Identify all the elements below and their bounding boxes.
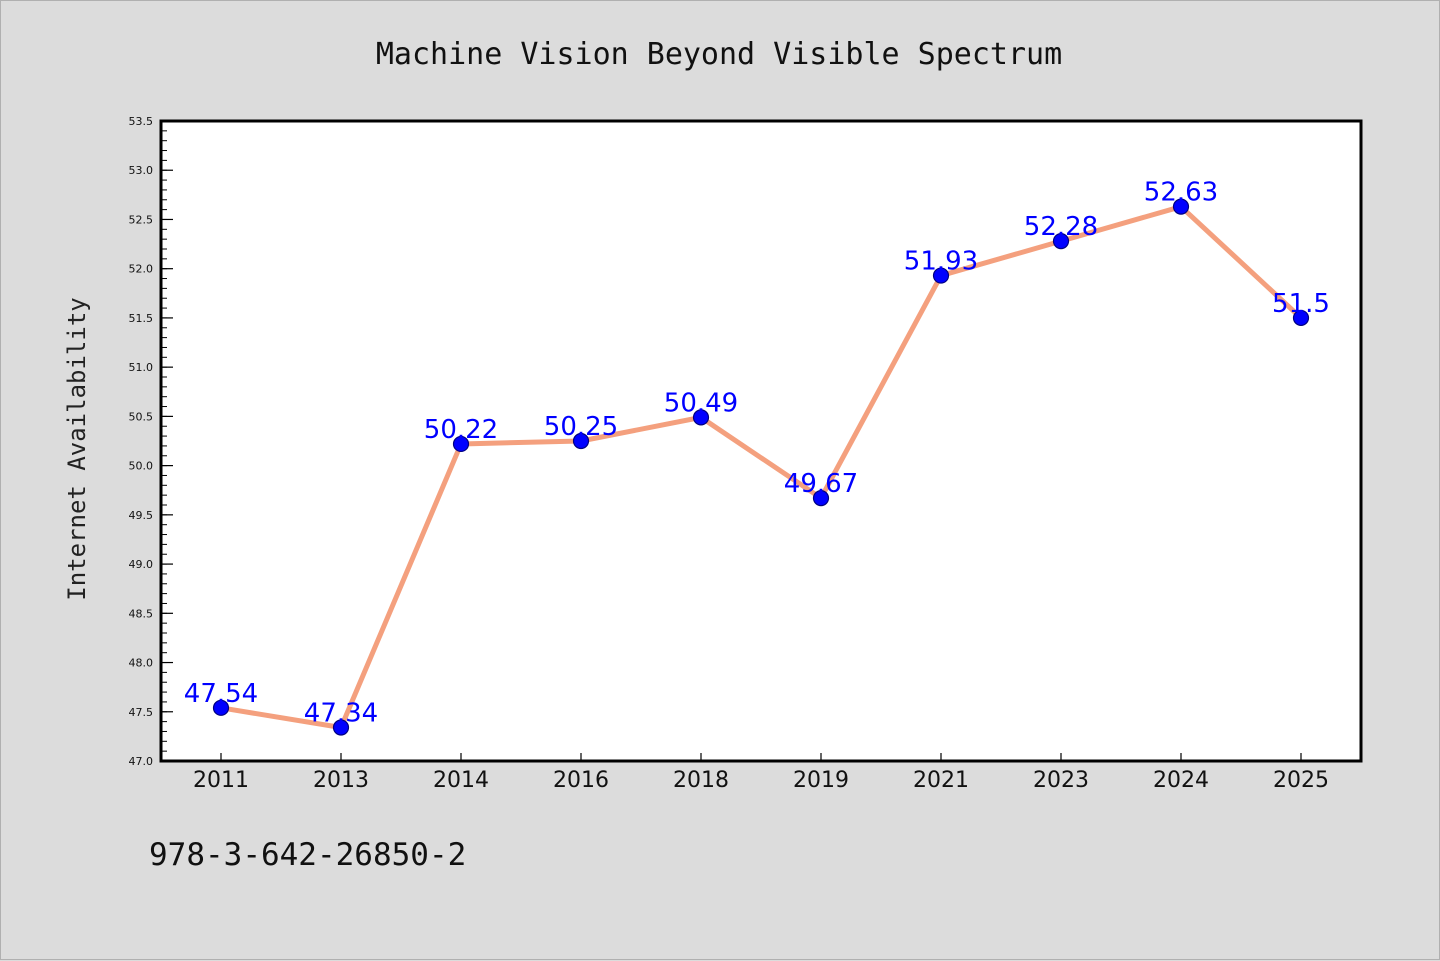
y-tick-label: 49.0: [129, 558, 154, 571]
x-tick-label: 2016: [553, 768, 609, 793]
data-point: [1052, 233, 1070, 250]
data-label: 50.49: [664, 388, 738, 418]
x-tick-label: 2013: [313, 768, 369, 793]
y-tick-label: 48.0: [129, 657, 154, 670]
data-label: 50.22: [424, 415, 498, 445]
y-tick-label: 47.5: [129, 706, 154, 719]
y-tick-label: 51.0: [129, 361, 154, 374]
data-label: 52.28: [1024, 212, 1098, 242]
data-point: [452, 435, 470, 453]
series-line: [218, 204, 1304, 731]
data-point: [932, 267, 950, 284]
series-polyline: [218, 204, 1304, 731]
data-points: [212, 198, 1310, 736]
y-tick-label: 50.0: [129, 460, 154, 473]
y-tick-label: 53.0: [129, 164, 154, 177]
x-tick-label: 2025: [1273, 768, 1329, 793]
data-point: [692, 409, 710, 426]
data-label: 50.25: [544, 412, 618, 442]
chart-title: Machine Vision Beyond Visible Spectrum: [376, 37, 1062, 72]
data-label: 47.34: [304, 699, 378, 729]
data-point: [332, 719, 350, 736]
y-tick-label: 47.0: [129, 755, 154, 768]
y-tick-label: 52.0: [129, 263, 154, 276]
y-tick-label: 50.5: [129, 410, 154, 423]
data-point: [212, 699, 230, 716]
plot-area: [159, 119, 1363, 763]
data-point: [572, 432, 590, 450]
data-point: [1292, 309, 1310, 327]
data-label: 51.5: [1272, 289, 1330, 319]
y-axis: 47.0 47.5 48.0 48.5 49.0 49.5 50.0 50.5 51.0 51.5…: [129, 115, 173, 768]
data-labels: 47.54 47.34 50.22 50.25 50.49 49.67 51.93 52.28…: [184, 178, 1330, 729]
x-tick-label: 2024: [1153, 768, 1209, 793]
y-tick-label: 49.5: [129, 509, 154, 522]
y-tick-label: 51.5: [129, 312, 154, 325]
isbn-text: 978-3-642-26850-2: [149, 837, 466, 873]
y-tick-label: 53.5: [129, 115, 154, 128]
y-tick-label: 48.5: [129, 607, 154, 620]
x-tick-label: 2021: [913, 768, 969, 793]
x-axis: 2011 2013 2014 2016 2018 2019 2021 2023 2024 2025: [193, 753, 1329, 793]
data-point: [1172, 198, 1190, 215]
data-label: 49.67: [784, 469, 858, 499]
x-tick-label: 2018: [673, 768, 729, 793]
y-tick-label: 52.5: [129, 213, 154, 226]
x-tick-label: 2019: [793, 768, 849, 793]
y-axis-label: Internet Availability: [63, 297, 91, 600]
x-tick-label: 2023: [1033, 768, 1089, 793]
data-label: 47.54: [184, 679, 258, 709]
x-tick-label: 2014: [433, 768, 489, 793]
data-label: 51.93: [904, 247, 978, 277]
data-label: 52.63: [1144, 178, 1218, 208]
data-point: [812, 490, 830, 507]
x-tick-label: 2011: [193, 768, 249, 793]
